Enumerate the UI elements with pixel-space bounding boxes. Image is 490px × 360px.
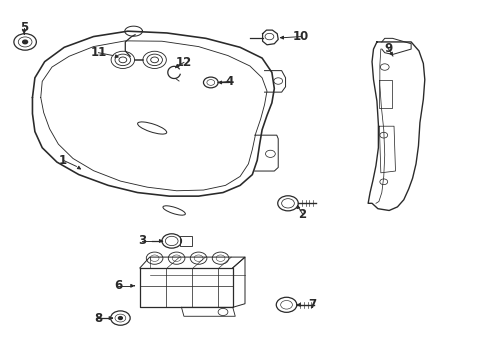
Text: 1: 1 [59,154,67,167]
Circle shape [119,317,122,319]
Text: 7: 7 [308,298,317,311]
Text: 12: 12 [176,56,192,69]
Text: 8: 8 [94,311,102,325]
Text: 4: 4 [225,75,234,88]
Text: 10: 10 [293,30,309,43]
Text: 11: 11 [90,46,106,59]
Text: 3: 3 [138,234,147,247]
Text: 5: 5 [20,21,28,34]
Text: 9: 9 [384,42,392,55]
Circle shape [23,40,27,44]
Text: 2: 2 [298,208,307,221]
Text: 6: 6 [114,279,122,292]
